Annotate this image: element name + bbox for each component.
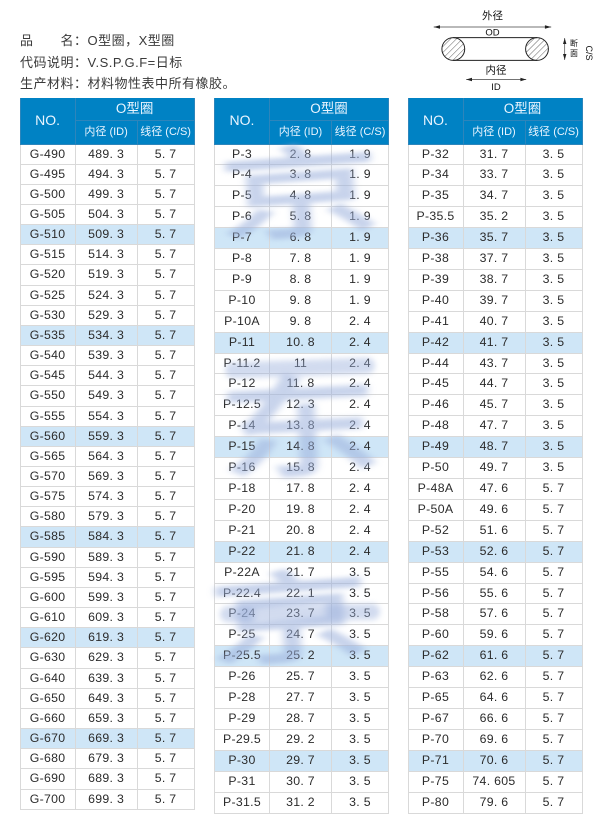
svg-text:OD: OD — [485, 28, 499, 39]
svg-text:面: 面 — [570, 49, 578, 58]
svg-text:C/S: C/S — [584, 45, 594, 60]
svg-text:外径: 外径 — [482, 9, 503, 22]
svg-text:断: 断 — [570, 38, 578, 48]
svg-text:内径: 内径 — [486, 64, 507, 77]
svg-text:ID: ID — [491, 82, 501, 93]
